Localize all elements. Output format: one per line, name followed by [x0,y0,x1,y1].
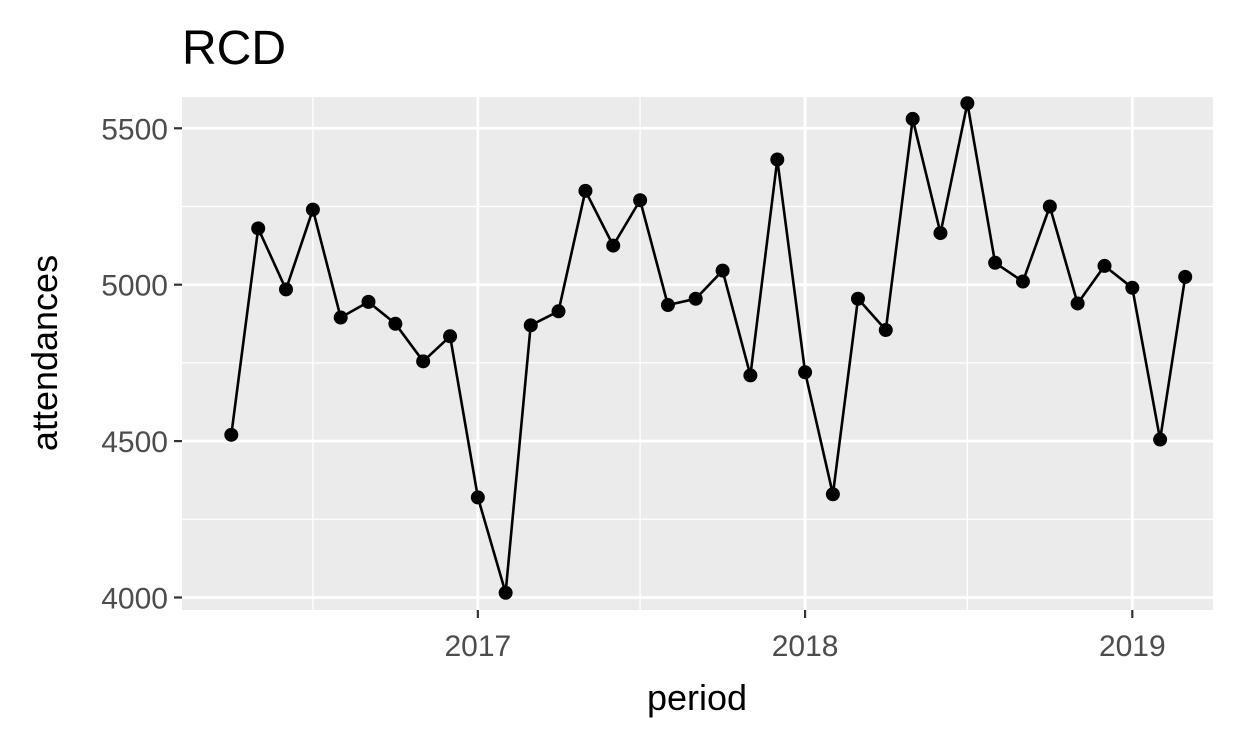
y-tick-label: 5000 [101,270,168,303]
data-point [715,263,730,278]
data-point [498,585,513,600]
x-tick-label: 2018 [772,630,839,663]
data-point [1097,258,1112,273]
data-point [251,221,266,236]
data-point [770,152,785,167]
data-point [1153,432,1168,447]
data-point [388,316,403,331]
data-point [905,111,920,126]
data-point [578,183,593,198]
data-point [743,368,758,383]
data-point [878,323,893,338]
y-axis-title: attendances [24,255,65,451]
data-point [224,427,239,442]
major-gridlines [182,97,1213,610]
data-point [960,96,975,111]
data-point [1015,274,1030,289]
data-point [660,298,675,313]
data-point [333,310,348,325]
x-axis-ticks: 2017 2018 2019 [444,610,1166,663]
data-point [850,291,865,306]
data-point [1042,199,1057,214]
chart-title: RCD [182,22,286,75]
data-point [551,304,566,319]
y-axis-ticks: 4000 4500 5000 5500 [101,113,182,615]
y-tick-label: 4000 [101,582,168,615]
y-tick-label: 4500 [101,426,168,459]
data-point [633,193,648,208]
plot-panel [182,97,1213,610]
data-point [933,226,948,241]
data-point [278,282,293,297]
data-point [1070,296,1085,311]
x-tick-label: 2017 [444,630,511,663]
data-point [305,202,320,217]
data-point [1178,269,1193,284]
data-point [361,294,376,309]
series-attendances [224,96,1193,600]
data-point [688,291,703,306]
minor-gridlines [182,97,1213,610]
data-point [988,255,1003,270]
data-point [825,487,840,502]
data-point [606,238,621,253]
data-point [470,490,485,505]
x-axis-title: period [647,677,747,718]
data-point [416,354,431,369]
data-point [523,318,538,333]
y-tick-label: 5500 [101,113,168,146]
data-point [1125,280,1140,295]
x-tick-label: 2019 [1099,630,1166,663]
data-point [443,329,458,344]
data-point [798,365,813,380]
